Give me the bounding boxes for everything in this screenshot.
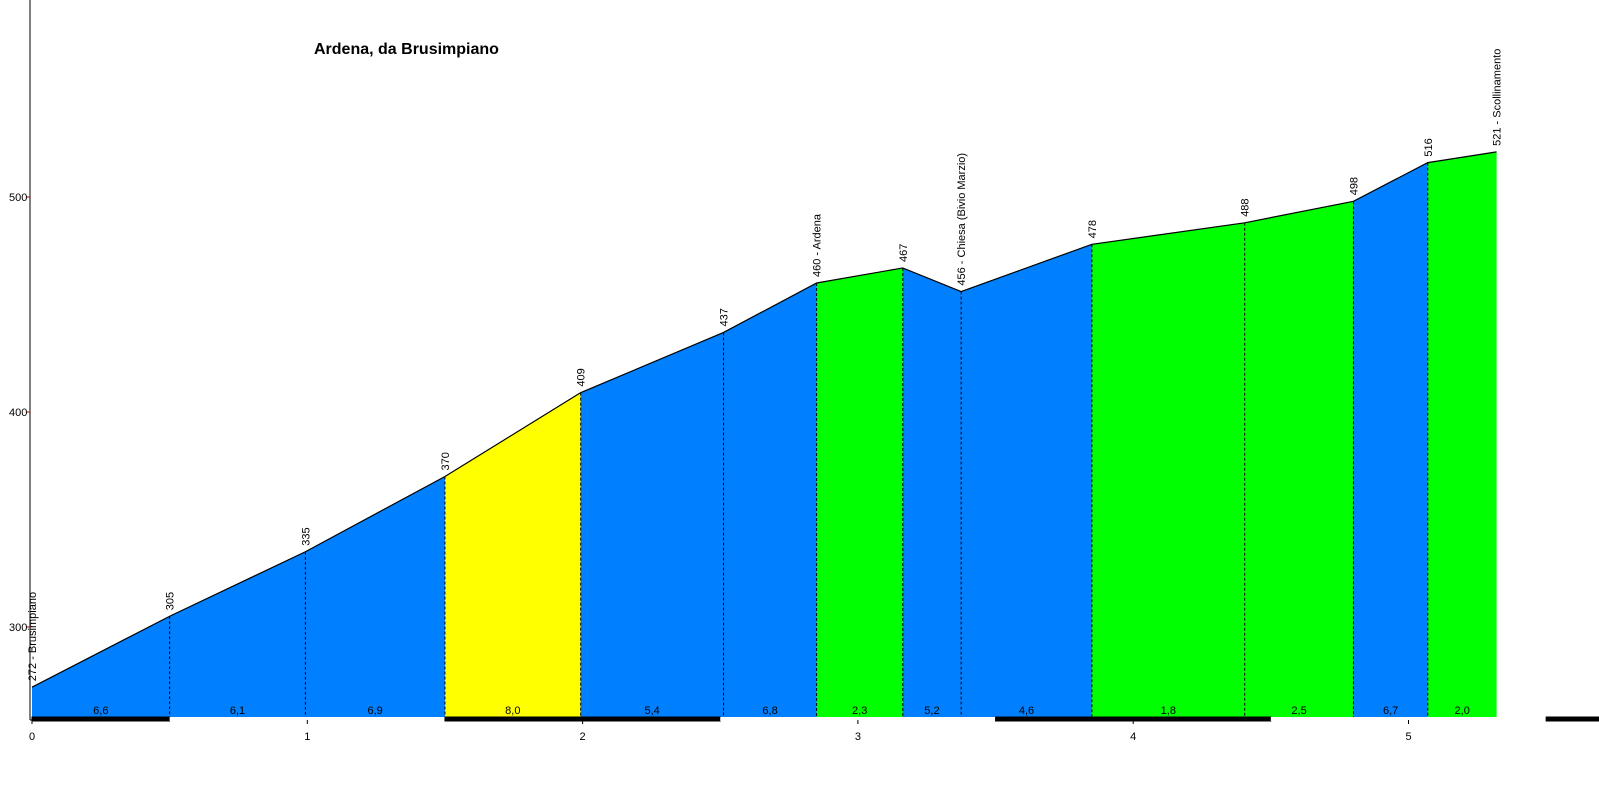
grade-label-12: 6,7 — [1383, 705, 1398, 717]
profile-segment-2 — [169, 551, 306, 717]
grade-labels: 6,6 6,1 6,9 8,0 5,4 6,8 2,3 5,2 4,6 1,8 2,5 6,7 2,0 — [93, 705, 1470, 717]
distance-bar-5.5 — [1545, 716, 1599, 722]
profile-segment-11 — [1244, 201, 1354, 718]
distance-bar-0 — [31, 716, 171, 722]
profile-segment-5 — [580, 332, 724, 717]
point-label-5: 409 — [576, 368, 588, 386]
point-label-2: 305 — [165, 592, 177, 610]
grade-label-13: 2,0 — [1455, 705, 1470, 717]
x-tick-label-5: 5 — [1405, 731, 1411, 743]
grade-label-7: 2,3 — [852, 705, 867, 717]
axes: 300 400 500 0 1 2 3 4 5 — [9, 0, 1599, 743]
profile-segment-8 — [902, 267, 962, 717]
distance-bar-4.5 — [1270, 717, 1409, 721]
profile-line — [31, 151, 1497, 688]
point-label-14: 521 - Scollinamento — [1492, 49, 1504, 146]
profile-segment-4 — [444, 392, 581, 717]
point-label-7: 460 - Ardena — [812, 213, 824, 277]
chart-title: Ardena, da Brusimpiano — [314, 41, 499, 58]
distance-bar-1.5 — [444, 716, 584, 722]
profile-segment-6 — [723, 283, 817, 717]
y-tick-label-500: 500 — [9, 192, 27, 204]
profile-segment-12 — [1353, 162, 1428, 718]
point-label-1: 272 - Brusimpiano — [27, 592, 39, 681]
grade-label-1: 6,6 — [93, 705, 108, 717]
x-tick-label-4: 4 — [1130, 731, 1136, 743]
grade-label-6: 6,8 — [762, 705, 777, 717]
distance-bar-3.5 — [995, 716, 1134, 722]
y-tick-label-400: 400 — [9, 407, 27, 419]
x-tick-label-3: 3 — [855, 731, 861, 743]
point-label-8: 467 — [898, 244, 910, 262]
grade-label-5: 5,4 — [644, 705, 659, 717]
profile-outline — [31, 151, 1497, 688]
y-tick-label-300: 300 — [9, 622, 27, 634]
distance-bar-0.5 — [169, 717, 308, 721]
profile-segment-13 — [1427, 151, 1497, 718]
grade-label-2: 6,1 — [230, 705, 245, 717]
grade-label-3: 6,9 — [368, 705, 383, 717]
x-tick-label-1: 1 — [304, 731, 310, 743]
point-label-11: 488 — [1240, 198, 1252, 216]
distance-bar-1 — [307, 717, 445, 721]
segment-dividers — [169, 162, 1429, 717]
point-label-3: 335 — [300, 527, 312, 545]
distance-bar-2.5 — [720, 717, 858, 721]
point-label-12: 498 — [1348, 177, 1360, 195]
point-label-4: 370 — [440, 452, 452, 470]
profile-segment-1 — [32, 616, 170, 717]
profile-areas — [32, 151, 1497, 718]
profile-segment-9 — [961, 244, 1092, 718]
grade-label-8: 5,2 — [924, 705, 939, 717]
profile-segment-10 — [1091, 222, 1245, 718]
distance-bar-3 — [857, 717, 996, 721]
distance-bar-5 — [1408, 717, 1547, 721]
x-tick-label-0: 0 — [29, 731, 35, 743]
point-label-13: 516 — [1423, 138, 1435, 156]
grade-label-4: 8,0 — [505, 705, 520, 717]
grade-label-11: 2,5 — [1291, 705, 1306, 717]
point-label-9: 456 - Chiesa (Bivio Marzio) — [956, 153, 968, 286]
grade-label-9: 4,6 — [1019, 705, 1034, 717]
point-label-10: 478 — [1087, 220, 1099, 238]
x-tick-label-2: 2 — [580, 731, 586, 743]
profile-segment-7 — [816, 267, 903, 717]
distance-bar-2 — [582, 716, 721, 722]
profile-segment-3 — [305, 476, 445, 717]
grade-label-10: 1,8 — [1161, 705, 1176, 717]
distance-bar-4 — [1132, 716, 1272, 722]
point-label-6: 437 — [719, 308, 731, 326]
